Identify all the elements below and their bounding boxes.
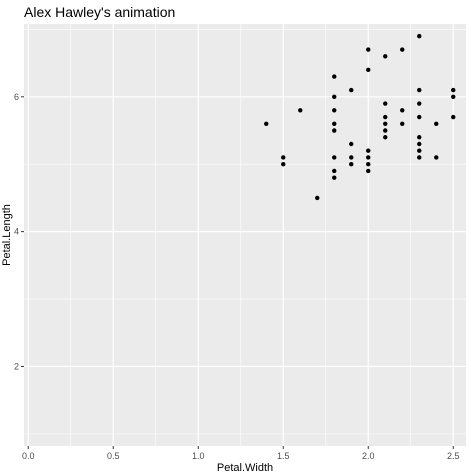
y-axis-label: Petal.Length xyxy=(1,204,13,266)
data-point xyxy=(332,175,337,180)
data-point xyxy=(349,155,354,160)
data-point xyxy=(417,114,422,120)
x-axis: 0.0 0.5 1.0 1.5 2.0 2.5 xyxy=(22,446,460,461)
data-point xyxy=(434,155,439,160)
data-point xyxy=(383,135,388,140)
y-tick-label: 4 xyxy=(14,227,19,237)
data-point xyxy=(366,47,371,52)
data-point xyxy=(349,141,354,147)
data-point xyxy=(332,128,337,133)
data-points xyxy=(264,33,456,201)
data-point xyxy=(281,162,286,167)
data-point xyxy=(383,121,388,126)
data-point xyxy=(332,155,337,160)
y-tick-label: 6 xyxy=(14,92,19,102)
data-point xyxy=(366,67,371,73)
data-point xyxy=(451,87,456,93)
x-tick-label: 0.5 xyxy=(107,451,120,461)
data-point xyxy=(366,162,371,167)
x-tick-label: 1.0 xyxy=(192,451,205,461)
x-tick-label: 1.5 xyxy=(277,451,290,461)
chart-title: Alex Hawley's animation xyxy=(24,4,176,20)
data-point xyxy=(349,87,354,93)
data-point xyxy=(281,155,286,160)
data-point xyxy=(332,108,337,113)
data-point xyxy=(332,74,337,79)
data-point xyxy=(264,121,269,126)
x-tick-label: 2.0 xyxy=(362,451,375,461)
data-point xyxy=(349,162,354,167)
data-point xyxy=(366,168,371,174)
y-axis: 2 4 6 xyxy=(14,92,24,371)
data-point xyxy=(417,141,422,147)
data-point xyxy=(400,47,405,52)
data-point xyxy=(434,121,439,126)
data-point xyxy=(400,121,405,126)
data-point xyxy=(332,121,337,126)
major-gridlines xyxy=(24,24,466,446)
data-point xyxy=(383,128,388,133)
x-tick-label: 2.5 xyxy=(447,451,460,461)
data-point xyxy=(417,101,422,106)
data-point xyxy=(332,94,337,100)
data-point xyxy=(383,101,388,106)
y-tick-label: 2 xyxy=(14,361,19,371)
x-axis-label: Petal.Width xyxy=(217,462,273,474)
data-point xyxy=(451,114,456,120)
minor-gridlines xyxy=(24,24,466,446)
data-point xyxy=(417,87,422,93)
plot-panel xyxy=(24,24,466,446)
x-tick-label: 0.0 xyxy=(22,451,35,461)
data-point xyxy=(298,108,303,113)
data-point xyxy=(383,54,388,59)
data-point xyxy=(417,33,422,39)
data-point xyxy=(400,108,405,113)
data-point xyxy=(366,155,371,160)
data-point xyxy=(315,195,320,201)
data-point xyxy=(417,135,422,140)
data-point xyxy=(451,94,456,100)
data-point xyxy=(366,148,371,153)
data-point xyxy=(417,155,422,160)
data-point xyxy=(383,114,388,120)
data-point xyxy=(332,168,337,174)
data-point xyxy=(417,148,422,153)
